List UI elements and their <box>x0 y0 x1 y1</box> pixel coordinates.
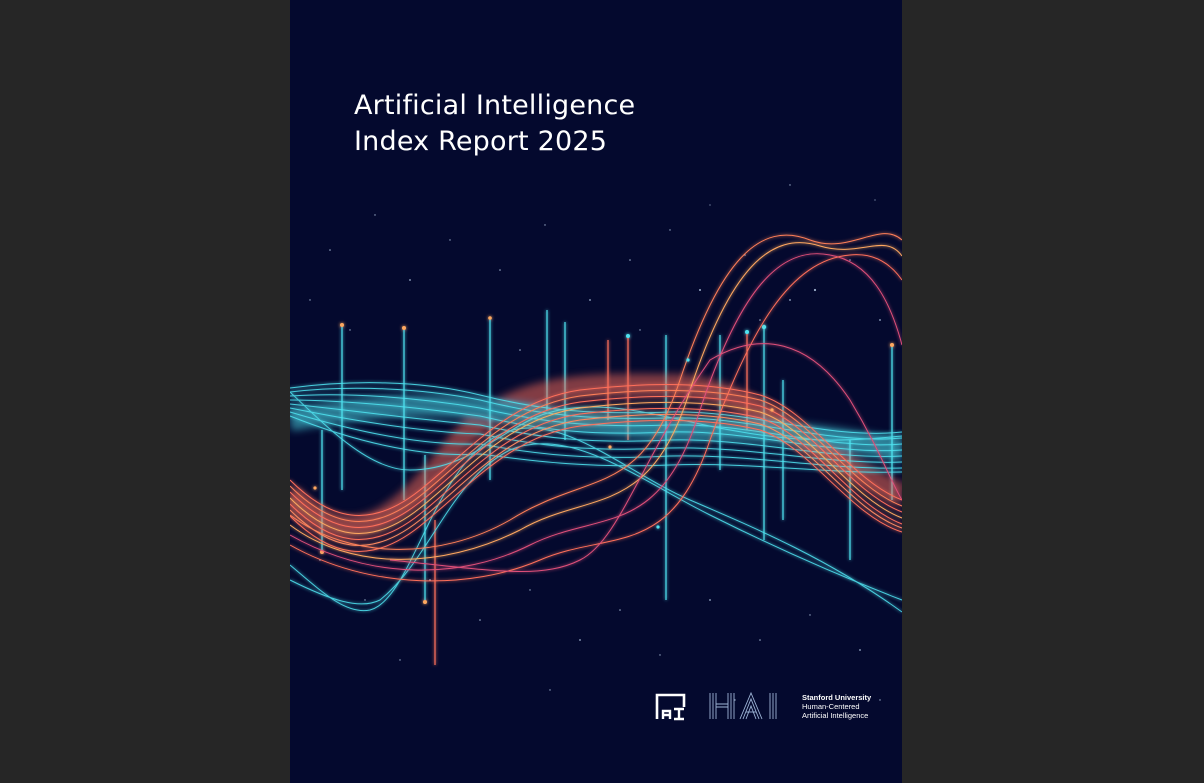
coral-line-band-glow <box>290 373 902 539</box>
flowing-data-lines-illustration <box>290 184 902 701</box>
org-line-university: Stanford University <box>802 692 872 702</box>
ai-index-logo-icon <box>655 693 686 721</box>
report-title-line-1: Artificial Intelligence <box>354 90 636 121</box>
star-field <box>309 184 881 701</box>
cyan-line-band <box>290 382 902 613</box>
report-title-line-2: Index Report 2025 <box>354 126 608 157</box>
org-line-human-centered: Human-Centered <box>802 701 860 711</box>
hai-logo-icon <box>709 691 777 720</box>
stanford-hai-wordmark: Stanford University Human-Centered Artif… <box>802 693 871 720</box>
glow-dots <box>313 358 774 529</box>
report-cover-page: Artificial Intelligence Index Report 202… <box>290 0 902 783</box>
report-title: Artificial Intelligence Index Report 202… <box>354 88 635 160</box>
footer-logos: Stanford University Human-Centered Artif… <box>654 690 871 722</box>
coral-line-band <box>290 233 902 582</box>
org-line-artificial-intelligence: Artificial Intelligence <box>802 710 869 720</box>
